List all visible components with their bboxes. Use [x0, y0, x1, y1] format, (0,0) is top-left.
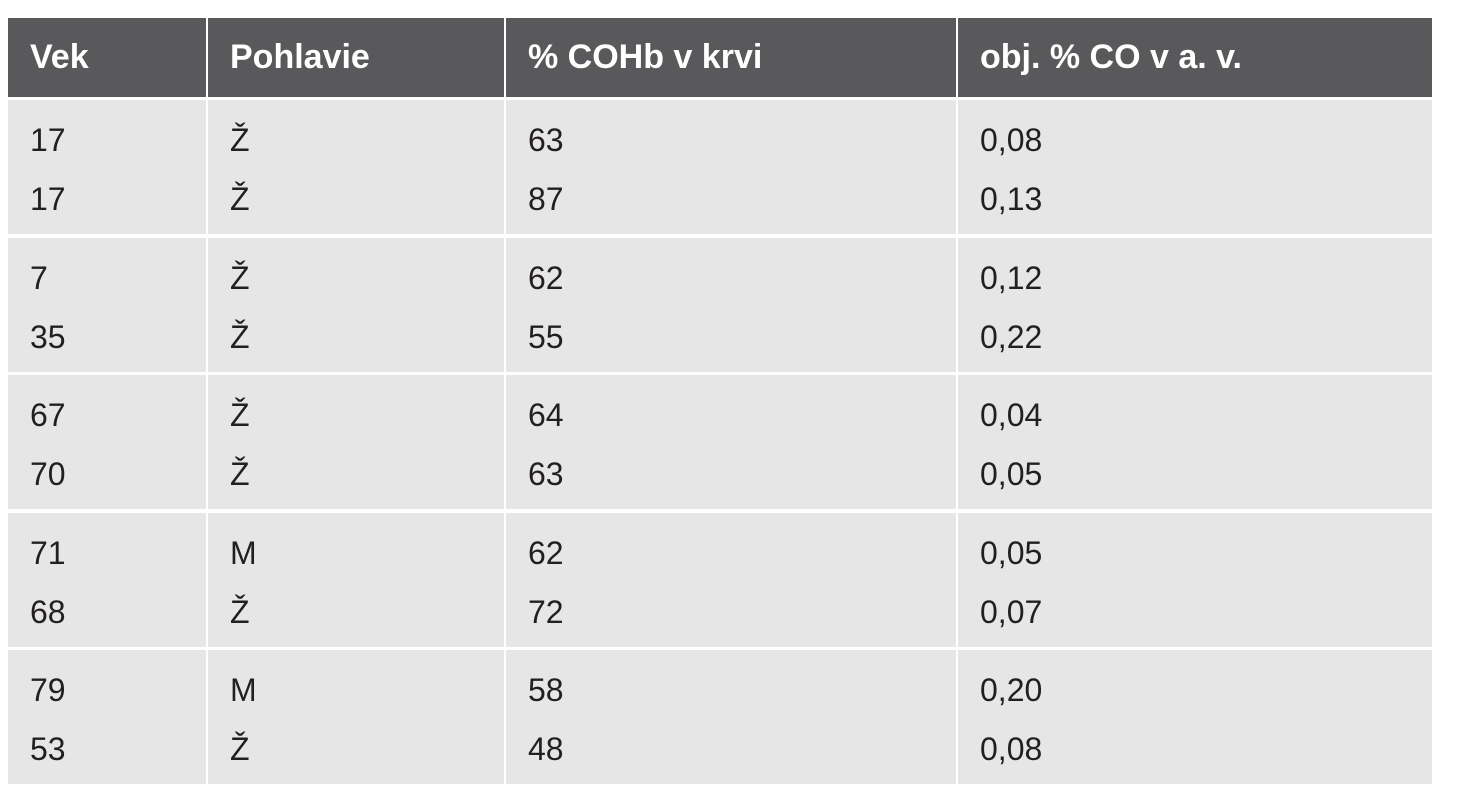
- cell-text: 62: [528, 534, 564, 571]
- body-cell: 62 72: [506, 512, 956, 647]
- body-cell: 0,12 0,22: [958, 237, 1432, 372]
- cell-text: 0,20: [980, 672, 1043, 708]
- body-cell: 0,20 0,08: [958, 650, 1432, 784]
- cell-text: 0,08: [980, 731, 1043, 767]
- cell-text: 0,05: [980, 534, 1043, 571]
- cell-text: 0,13: [980, 181, 1043, 217]
- cell-text: Ž: [230, 593, 250, 630]
- cell-text: 0,04: [980, 397, 1043, 433]
- cell-text: 0,12: [980, 259, 1043, 296]
- cell-text: 72: [528, 593, 564, 630]
- cell-text: M: [230, 672, 257, 708]
- cell-text: 53: [30, 731, 66, 767]
- body-cell: 71 68: [8, 512, 206, 647]
- cell-text: Ž: [230, 731, 250, 767]
- cell-text: Ž: [230, 259, 250, 296]
- cell-text: 63: [528, 122, 564, 158]
- cell-text: 63: [528, 456, 564, 492]
- body-cell: 67 70: [8, 375, 206, 509]
- body-cell: 0,04 0,05: [958, 375, 1432, 509]
- body-cell: 0,08 0,13: [958, 100, 1432, 234]
- cell-text: Ž: [230, 122, 250, 158]
- body-cell: 7 35: [8, 237, 206, 372]
- body-cell: 0,05 0,07: [958, 512, 1432, 647]
- cell-text: Ž: [230, 318, 250, 355]
- cell-text: 87: [528, 181, 564, 217]
- cell-text: M: [230, 534, 257, 571]
- cell-text: 79: [30, 672, 66, 708]
- cell-text: 55: [528, 318, 564, 355]
- body-cell: 58 48: [506, 650, 956, 784]
- cell-text: 48: [528, 731, 564, 767]
- cell-text: 62: [528, 259, 564, 296]
- header-cell: % COHb v krvi: [506, 18, 956, 97]
- cell-text: 67: [30, 397, 66, 433]
- cell-text: 0,22: [980, 318, 1043, 355]
- header-cell: Pohlavie: [208, 18, 504, 97]
- cell-text: 17: [30, 181, 66, 217]
- cell-text: Ž: [230, 397, 250, 433]
- body-cell: 63 87: [506, 100, 956, 234]
- body-cell: 17 17: [8, 100, 206, 234]
- cell-text: Ž: [230, 456, 250, 492]
- header-cell: obj. % CO v a. v.: [958, 18, 1432, 97]
- header-cell: Vek: [8, 18, 206, 97]
- cell-text: 35: [30, 318, 66, 355]
- body-cell: 62 55: [506, 237, 956, 372]
- cell-text: 0,08: [980, 122, 1043, 158]
- cell-text: 0,07: [980, 593, 1043, 630]
- cell-text: 0,05: [980, 456, 1043, 492]
- cell-text: 64: [528, 397, 564, 433]
- cell-text: Ž: [230, 181, 250, 217]
- cell-text: 58: [528, 672, 564, 708]
- cell-text: 68: [30, 593, 66, 630]
- cell-text: 17: [30, 122, 66, 158]
- cell-text: 70: [30, 456, 66, 492]
- body-cell: 79 53: [8, 650, 206, 784]
- cell-text: 7: [30, 259, 48, 296]
- cell-text: 71: [30, 534, 66, 571]
- body-cell: 64 63: [506, 375, 956, 509]
